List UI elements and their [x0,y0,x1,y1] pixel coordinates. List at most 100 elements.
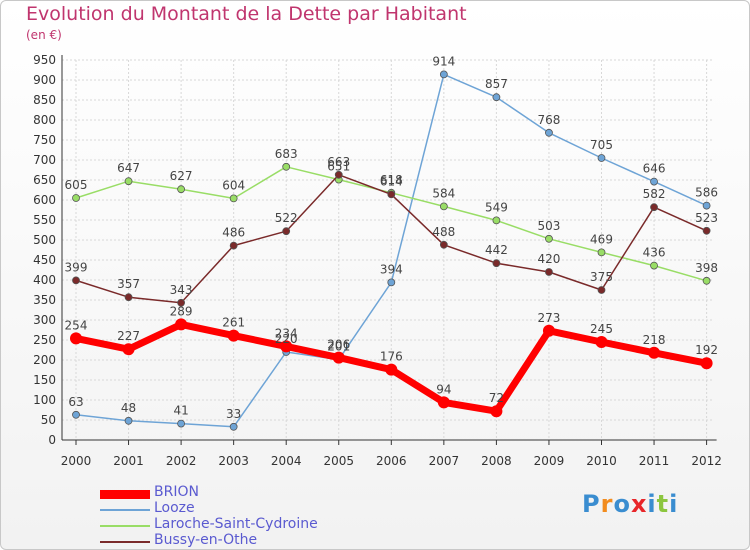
data-label: 522 [275,211,298,225]
data-label: 245 [590,322,613,336]
data-point [177,298,186,307]
data-point [227,329,240,342]
data-point [385,363,398,376]
data-label: 72 [489,391,504,405]
data-label: 768 [537,113,560,127]
x-tick-label: 2012 [691,454,722,468]
data-label: 420 [537,252,560,266]
data-point [597,154,606,162]
legend-label: Bussy-en-Othe [154,532,258,548]
data-point [72,410,80,419]
y-tick-label: 300 [33,313,56,327]
x-tick-label: 2010 [586,454,617,468]
data-point [72,194,80,202]
y-tick-label: 250 [33,333,56,347]
data-point [177,185,186,194]
y-tick-label: 150 [33,373,56,387]
data-point [229,422,238,431]
y-tick-label: 650 [33,173,56,187]
data-point [124,177,133,186]
data-label: 289 [170,304,193,318]
y-tick-label: 350 [33,293,56,307]
y-tick-label: 700 [33,153,56,167]
legend-swatch [100,541,150,543]
data-point [545,234,553,243]
proxiti-logo: Proxiti [582,490,679,518]
x-tick-label: 2006 [376,454,407,468]
data-point [702,226,711,235]
data-label: 488 [432,225,455,239]
data-label: 234 [275,326,298,340]
y-tick-label: 200 [33,353,56,367]
data-label: 647 [117,161,140,175]
y-tick-label: 0 [48,433,56,447]
data-label: 201 [327,340,350,354]
x-tick-label: 2008 [481,454,512,468]
x-tick-label: 2009 [534,454,565,468]
legend-label: Looze [154,500,195,516]
x-tick-label: 2004 [271,454,302,468]
data-label: 41 [173,404,188,418]
data-point [72,276,80,285]
data-label: 614 [380,174,403,188]
y-tick-label: 950 [33,53,56,67]
data-label: 375 [590,270,613,284]
data-label: 220 [275,332,298,346]
chart-title: Evolution du Montant de la Dette par Hab… [26,3,467,25]
data-point [702,276,711,285]
data-point [282,227,291,236]
data-label: 63 [68,395,83,409]
data-label: 218 [643,333,666,347]
data-label: 549 [485,200,508,214]
data-label: 343 [170,283,193,297]
y-tick-label: 450 [33,253,56,267]
data-point [177,419,186,428]
data-point [229,241,238,250]
data-point [700,357,713,370]
data-label: 436 [643,246,666,260]
data-label: 254 [65,318,88,332]
data-label: 705 [590,138,613,152]
data-label: 605 [65,178,88,192]
legend-swatch [100,509,150,511]
data-label: 273 [537,311,560,325]
data-label: 503 [537,219,560,233]
data-point [542,324,555,337]
x-tick-label: 2002 [166,454,197,468]
data-point [437,396,450,409]
data-label: 192 [695,343,718,357]
unit-label: (en €) [26,28,62,42]
x-tick-label: 2005 [323,454,354,468]
y-tick-label: 850 [33,93,56,107]
data-label: 398 [695,261,718,275]
data-label: 683 [275,147,298,161]
data-point [280,340,293,353]
data-label: 206 [327,338,350,352]
data-point [229,194,238,203]
data-label: 582 [643,187,666,201]
y-tick-label: 750 [33,133,56,147]
data-point [702,201,711,210]
data-point [122,343,135,356]
data-point [334,170,343,179]
data-point [387,190,396,199]
data-label: 646 [643,162,666,176]
data-point [650,203,658,212]
legend-label: BRION [154,484,199,500]
y-tick-label: 400 [33,273,56,287]
data-point [545,268,553,276]
data-label: 94 [436,382,451,396]
data-point [70,332,82,345]
data-label: 586 [695,186,718,200]
data-label: 914 [432,54,455,68]
data-label: 663 [327,155,350,169]
data-point [492,216,501,225]
data-point [387,278,396,287]
data-point [124,416,133,425]
data-label: 604 [222,178,245,192]
data-label: 523 [695,211,718,225]
data-label: 48 [121,401,136,415]
y-tick-label: 800 [33,113,56,127]
data-point [545,128,553,137]
y-tick-label: 600 [33,193,56,207]
